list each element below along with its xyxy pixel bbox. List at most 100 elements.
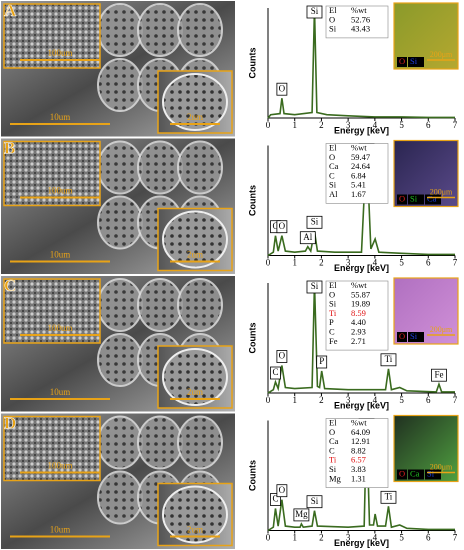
table-cell: Si [329,299,337,309]
peak-box [316,355,328,369]
x-tick-label: 4 [373,533,378,543]
table-cell: P [329,317,334,327]
peak-label: Fe [434,369,443,379]
peak-box [380,353,397,367]
table-cell: 1.67 [351,189,366,199]
peak-label: O [279,351,286,361]
x-tick-label: 7 [453,120,458,130]
x-tick-label: 2 [319,395,324,405]
legend-label: Ca [427,193,437,203]
scale-label: 10um [50,387,71,397]
scale-label: 2um [187,387,203,397]
legend-swatch [397,332,407,342]
x-axis-label: Energy [keV] [334,125,389,135]
diatom [97,195,143,250]
table-cell: 24.64 [351,161,371,171]
x-tick-label: 6 [426,533,431,543]
scale-label: 100um [47,186,72,196]
legend-label: O [399,193,405,203]
x-tick-label: 6 [426,395,431,405]
x-tick-label: 4 [373,395,378,405]
x-tick-label: 0 [266,395,271,405]
legend-swatch [397,469,407,480]
peak-label: O [279,221,286,231]
scale-label: 2um [187,525,203,535]
x-tick-label: 5 [399,395,404,405]
peak-box [276,350,288,363]
diatom [137,415,183,470]
table-cell: Fe [329,336,338,346]
peak-label: O [279,83,286,93]
x-tick-label: 7 [453,258,458,268]
table-header: %wt [351,5,367,15]
diatom [177,278,223,332]
x-axis-label: Energy [keV] [334,400,389,410]
table-cell: O [329,152,335,162]
table-header: El [329,280,337,290]
table-cell: Mg [329,473,342,483]
panel-letter: C [4,276,16,295]
map-scale-label: 200μm [430,462,453,471]
peak-label: Ti [385,491,393,501]
peak-box [306,280,323,294]
peak-label: Al [303,232,312,242]
table-box [325,5,389,39]
x-tick-label: 0 [266,120,271,130]
table-cell: 59.47 [351,152,370,162]
x-tick-label: 5 [399,120,404,130]
x-tick-label: 3 [346,395,351,405]
scale-label: 10um [50,250,71,260]
table-cell: Ti [329,455,337,465]
spectrum [267,420,455,532]
table-cell: O [329,14,335,24]
table-cell: 1.31 [351,473,366,483]
peak-label: Si [311,6,319,16]
table-cell: C [329,445,335,455]
panel-letter: D [4,413,16,432]
panel-letter: A [4,1,17,20]
x-tick-label: 6 [426,258,431,268]
x-tick-label: 3 [346,120,351,130]
x-axis-label: Energy [keV] [334,538,389,548]
table-cell: C [329,170,335,180]
inset-diatom [162,485,228,544]
x-tick-label: 7 [453,533,458,543]
x-tick-label: 7 [453,395,458,405]
legend-label: O [399,56,405,66]
peak-label: Ti [385,354,393,364]
peak-label: Si [311,281,319,291]
legend-label: Si [410,56,418,66]
legend-label: Si [410,193,418,203]
diatom [97,278,143,332]
diatom [97,415,143,470]
table-cell: 8.59 [351,308,366,318]
legend-label: O [399,331,405,341]
legend-label: Ca [410,468,420,478]
table-box [325,280,389,351]
diatom [97,3,143,57]
peak-box [306,215,323,229]
table-cell: 43.43 [351,24,370,34]
scale-label: 2um [187,112,203,122]
diatom [97,470,143,525]
table-header: %wt [351,280,367,290]
map-scale-label: 200μm [430,325,453,334]
x-tick-label: 2 [319,120,324,130]
table-cell: 52.76 [351,14,370,24]
inset-diatom [162,348,228,406]
table-cell: 6.84 [351,170,367,180]
table-cell: C [329,326,335,336]
panel-letter: B [4,138,15,157]
scale-label: 100um [47,323,72,333]
diatom [97,140,143,195]
peak-label: Si [311,216,319,226]
legend-label: O [399,468,405,478]
peak-box [306,5,323,19]
inset-top [3,140,101,207]
scale-label: 2um [187,250,203,260]
table-cell: O [329,289,335,299]
peak-box [293,508,310,522]
scale-label: 10um [50,112,71,122]
scale-label: 100um [47,48,72,58]
map-scale-label: 200μm [430,187,453,196]
